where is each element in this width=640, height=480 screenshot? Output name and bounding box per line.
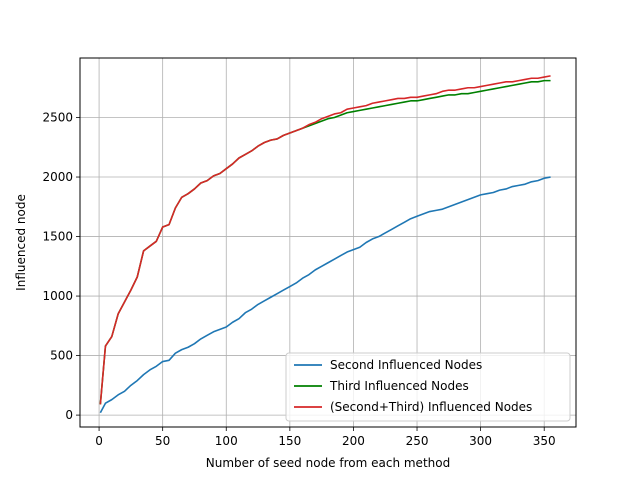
- x-axis-ticks: 0 50 100 150 200 250 300 350: [95, 427, 556, 448]
- y-tick-label: 500: [50, 349, 73, 363]
- y-tick-label: 1000: [42, 289, 73, 303]
- legend-entry: Third Influenced Nodes: [329, 379, 469, 393]
- x-tick-label: 350: [533, 434, 556, 448]
- series-line-3: [99, 75, 551, 405]
- series-lines: [99, 75, 551, 414]
- legend-entry: (Second+Third) Influenced Nodes: [330, 400, 532, 414]
- plot-frame: [79, 57, 577, 428]
- y-axis-ticks: 0 500 1000 1500 2000 2500: [42, 111, 80, 422]
- x-tick-label: 300: [469, 434, 492, 448]
- legend-box: [285, 352, 571, 422]
- y-tick-label: 2000: [42, 170, 73, 184]
- legend-entry: Second Influenced Nodes: [330, 358, 482, 372]
- legend: Second Influenced Nodes Third Influenced …: [285, 352, 571, 422]
- x-tick-label: 150: [278, 434, 301, 448]
- y-tick-label: 0: [65, 408, 73, 422]
- series-line-1: [99, 176, 551, 414]
- x-tick-label: 50: [155, 434, 170, 448]
- x-axis-label: Number of seed node from each method: [206, 456, 450, 470]
- y-axis-label: Influenced node: [14, 194, 28, 291]
- x-tick-label: 100: [215, 434, 238, 448]
- x-tick-label: 250: [406, 434, 429, 448]
- x-tick-label: 200: [342, 434, 365, 448]
- x-tick-label: 0: [95, 434, 103, 448]
- y-tick-label: 1500: [42, 230, 73, 244]
- y-tick-label: 2500: [42, 111, 73, 125]
